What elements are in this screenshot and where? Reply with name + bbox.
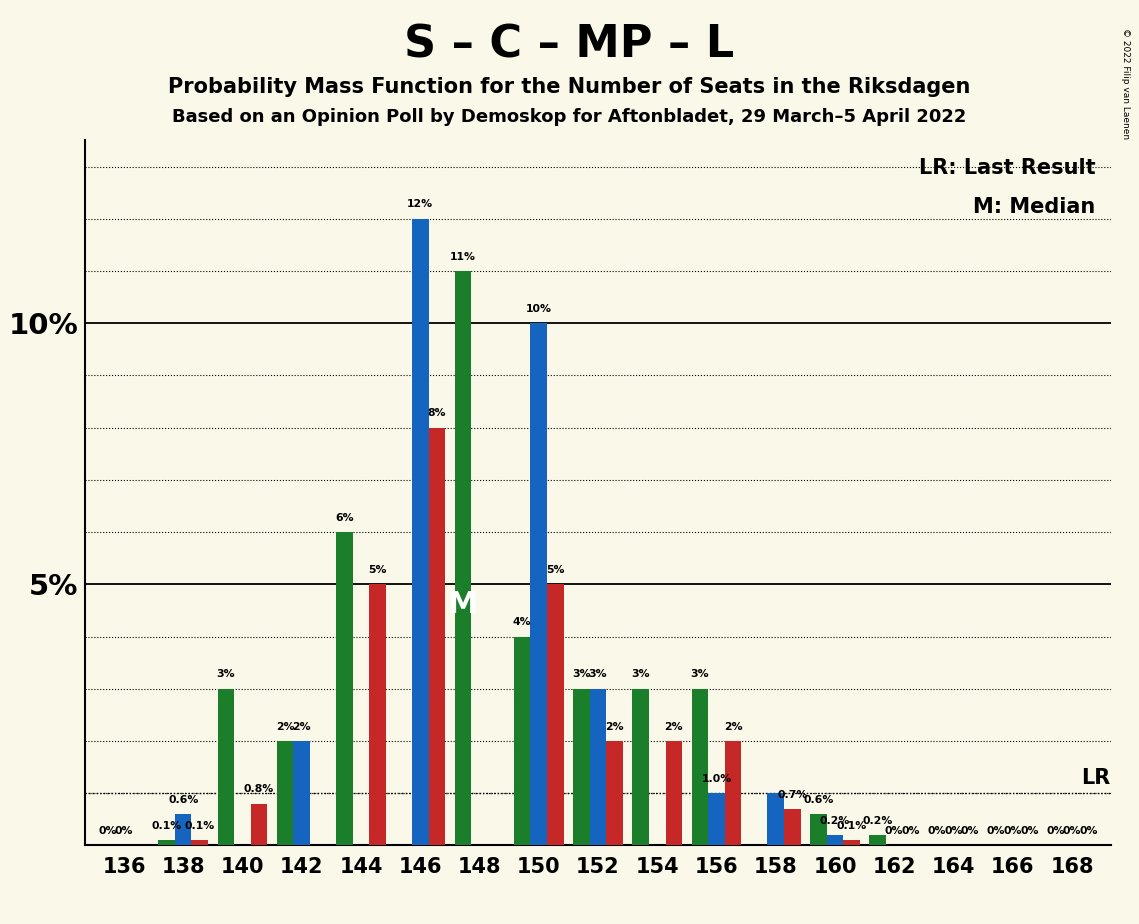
Bar — [547, 584, 564, 845]
Text: 2%: 2% — [664, 722, 683, 732]
Text: Based on an Opinion Poll by Demoskop for Aftonbladet, 29 March–5 April 2022: Based on an Opinion Poll by Demoskop for… — [172, 108, 967, 126]
Text: 0.6%: 0.6% — [803, 795, 834, 805]
Text: 2%: 2% — [605, 722, 624, 732]
Text: 4%: 4% — [513, 617, 532, 627]
Bar — [665, 741, 682, 845]
Text: 3%: 3% — [631, 669, 650, 679]
Text: 0%: 0% — [927, 826, 947, 836]
Text: 0%: 0% — [1003, 826, 1022, 836]
Bar — [590, 688, 606, 845]
Text: 0.1%: 0.1% — [151, 821, 182, 831]
Text: 2%: 2% — [276, 722, 294, 732]
Text: M: M — [448, 590, 478, 619]
Bar — [573, 688, 590, 845]
Text: 3%: 3% — [589, 669, 607, 679]
Bar — [724, 741, 741, 845]
Bar — [810, 814, 827, 845]
Text: 0%: 0% — [115, 826, 133, 836]
Text: 0%: 0% — [902, 826, 920, 836]
Text: 2%: 2% — [723, 722, 743, 732]
Bar — [175, 814, 191, 845]
Text: 0.2%: 0.2% — [862, 816, 893, 826]
Text: 10%: 10% — [526, 304, 551, 314]
Bar — [158, 840, 175, 845]
Text: 0.6%: 0.6% — [169, 795, 198, 805]
Bar — [632, 688, 649, 845]
Bar — [843, 840, 860, 845]
Text: 6%: 6% — [335, 513, 354, 523]
Text: 11%: 11% — [450, 251, 476, 261]
Text: 0%: 0% — [885, 826, 903, 836]
Text: 0.7%: 0.7% — [777, 789, 808, 799]
Text: LR: LR — [1081, 768, 1111, 788]
Text: 0%: 0% — [1046, 826, 1065, 836]
Text: 5%: 5% — [546, 565, 565, 575]
Text: LR: Last Result: LR: Last Result — [918, 158, 1096, 178]
Text: 8%: 8% — [427, 408, 446, 419]
Text: 0%: 0% — [944, 826, 962, 836]
Text: 0%: 0% — [986, 826, 1006, 836]
Bar — [218, 688, 235, 845]
Bar — [454, 271, 472, 845]
Text: 0.1%: 0.1% — [836, 821, 867, 831]
Bar — [251, 804, 268, 845]
Text: 0.2%: 0.2% — [820, 816, 850, 826]
Text: © 2022 Filip van Laenen: © 2022 Filip van Laenen — [1121, 28, 1130, 139]
Bar — [412, 219, 428, 845]
Bar — [191, 840, 208, 845]
Text: 1.0%: 1.0% — [702, 773, 731, 784]
Bar — [784, 808, 801, 845]
Text: 12%: 12% — [407, 200, 433, 210]
Bar — [428, 428, 445, 845]
Text: 0%: 0% — [1063, 826, 1081, 836]
Bar — [827, 835, 843, 845]
Bar — [768, 793, 784, 845]
Bar — [531, 323, 547, 845]
Text: 0%: 0% — [1080, 826, 1098, 836]
Text: 0.8%: 0.8% — [244, 784, 274, 795]
Bar — [606, 741, 623, 845]
Text: 0.1%: 0.1% — [185, 821, 215, 831]
Bar — [369, 584, 386, 845]
Text: Probability Mass Function for the Number of Seats in the Riksdagen: Probability Mass Function for the Number… — [169, 77, 970, 97]
Bar — [514, 637, 531, 845]
Bar — [708, 793, 724, 845]
Bar — [869, 835, 886, 845]
Bar — [691, 688, 708, 845]
Text: 0%: 0% — [1021, 826, 1039, 836]
Bar — [336, 532, 353, 845]
Text: 0%: 0% — [961, 826, 980, 836]
Text: 3%: 3% — [216, 669, 235, 679]
Text: M: Median: M: Median — [973, 197, 1096, 217]
Bar — [277, 741, 294, 845]
Text: 0%: 0% — [98, 826, 116, 836]
Text: 3%: 3% — [572, 669, 591, 679]
Text: 3%: 3% — [690, 669, 710, 679]
Text: 2%: 2% — [293, 722, 311, 732]
Text: S – C – MP – L: S – C – MP – L — [404, 23, 735, 67]
Text: 5%: 5% — [368, 565, 387, 575]
Bar — [294, 741, 310, 845]
